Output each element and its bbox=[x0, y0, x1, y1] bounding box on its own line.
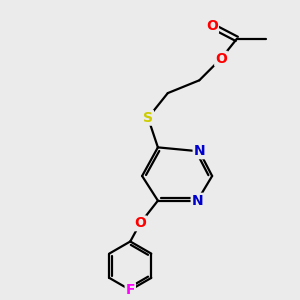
Text: O: O bbox=[215, 52, 227, 66]
Text: N: N bbox=[194, 144, 205, 158]
Text: O: O bbox=[206, 19, 218, 33]
Text: F: F bbox=[125, 283, 135, 297]
Text: O: O bbox=[134, 216, 146, 230]
Text: S: S bbox=[143, 111, 153, 125]
Text: N: N bbox=[191, 194, 203, 208]
